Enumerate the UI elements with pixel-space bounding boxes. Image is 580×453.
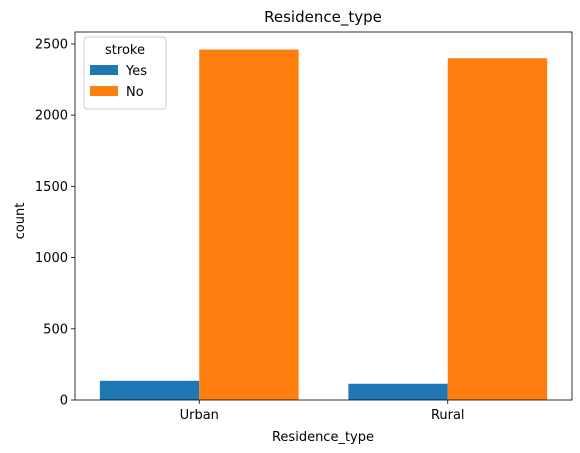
bars-layer [100,50,547,400]
chart-title: Residence_type [264,8,382,27]
y-tick-label: 500 [43,322,68,337]
y-tick-label: 2000 [35,109,68,124]
legend-swatch-yes [90,65,118,75]
bar-urban-no [199,50,298,400]
y-tick-label: 1500 [35,180,68,195]
bar-rural-yes [348,384,447,400]
y-tick-label: 2500 [35,37,68,52]
legend-label-no: No [126,85,144,100]
bar-rural-no [448,58,547,400]
legend-swatch-no [90,86,118,96]
bar-urban-yes [100,381,199,400]
y-axis-label: count [13,203,28,240]
legend: stroke Yes No [84,37,166,109]
x-tick-label: Rural [431,408,465,423]
y-tick-label: 1000 [35,251,68,266]
legend-label-yes: Yes [125,64,147,79]
legend-title: stroke [105,43,145,58]
y-tick-label: 0 [60,394,68,409]
x-axis-label: Residence_type [272,430,374,445]
x-tick-label: Urban [180,408,219,423]
